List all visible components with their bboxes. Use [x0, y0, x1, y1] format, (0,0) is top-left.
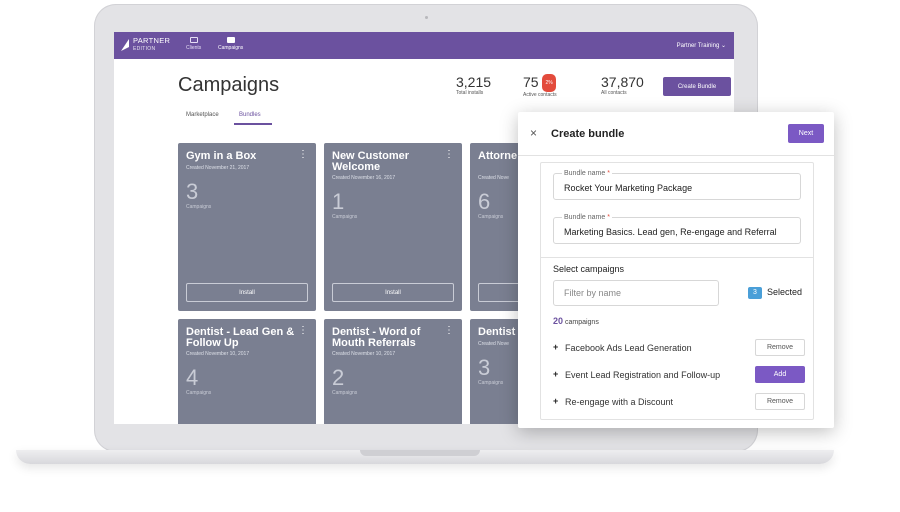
create-bundle-modal: × Create bundle Next Bundle name * Rocke… [518, 112, 834, 428]
laptop-base [16, 450, 834, 464]
campaign-name: Re-engage with a Discount [565, 397, 674, 407]
tab-bundles[interactable]: Bundles [239, 112, 261, 118]
bundle-card[interactable]: New Customer Welcome ⋮ Created November … [324, 143, 462, 311]
expand-plus-icon[interactable]: + [553, 369, 559, 379]
campaign-row[interactable]: + Facebook Ads Lead Generation Remove [553, 339, 805, 357]
bundle-card[interactable]: Dentist - Lead Gen & Follow Up ⋮ Created… [178, 319, 316, 424]
remove-button[interactable]: Remove [755, 393, 805, 410]
nav-item-clients[interactable]: Clients [186, 37, 201, 51]
stat-active-contacts: 75 2% Active contacts [523, 74, 557, 98]
kebab-menu-icon[interactable]: ⋮ [444, 149, 454, 160]
selected-label: Selected [767, 287, 803, 297]
campaign-name: Facebook Ads Lead Generation [565, 343, 692, 353]
active-tab-indicator [234, 123, 272, 125]
next-button[interactable]: Next [788, 124, 824, 143]
install-button[interactable]: Install [186, 283, 308, 302]
remove-button[interactable]: Remove [755, 339, 805, 356]
card-count: 4 [186, 365, 199, 390]
required-mark: * [607, 214, 610, 221]
stat-label: Active contacts [523, 92, 557, 98]
campaign-count-number: 20 [553, 316, 564, 326]
nav-label-clients: Clients [186, 45, 202, 51]
card-count-label: Campaigns [332, 390, 358, 396]
card-title: Dentist - Lead Gen & Follow Up [186, 326, 295, 349]
card-count-label: Campaigns [478, 380, 504, 386]
bundle-card[interactable]: Dentist - Word of Mouth Referrals ⋮ Crea… [324, 319, 462, 424]
nav-item-campaigns[interactable]: Campaigns [218, 37, 243, 51]
card-date: Created November 16, 2017 [332, 175, 396, 181]
card-count-label: Campaigns [332, 214, 358, 220]
stat-value: 3,215 [456, 74, 492, 90]
card-count-label: Campaigns [186, 390, 212, 396]
laptop-notch [360, 450, 480, 456]
field-label: Bundle name * [562, 170, 612, 177]
expand-plus-icon[interactable]: + [553, 396, 559, 406]
card-date: Created November 10, 2017 [332, 351, 396, 357]
card-count: 3 [186, 179, 199, 204]
card-title: New Customer Welcome [332, 150, 410, 173]
expand-plus-icon[interactable]: + [553, 342, 559, 352]
stat-total-installs: 3,215 Total installs [456, 74, 491, 96]
card-date: Created Nove [478, 175, 509, 181]
campaigns-icon [226, 37, 235, 43]
card-date: Created November 21, 2017 [186, 165, 250, 171]
user-menu[interactable]: Partner Training ⌄ [676, 43, 726, 49]
stat-label: All contacts [601, 90, 627, 96]
clients-icon [189, 37, 198, 43]
stat-value: 37,870 [601, 74, 644, 90]
card-date: Created Nove [478, 341, 509, 347]
filter-input[interactable] [553, 280, 719, 306]
section-divider [541, 257, 813, 258]
card-date: Created November 10, 2017 [186, 351, 250, 357]
stat-all-contacts: 37,870 All contacts [601, 74, 644, 96]
card-count: 2 [332, 365, 345, 390]
kebab-menu-icon[interactable]: ⋮ [298, 149, 308, 160]
top-bar: PARTNER EDITION Clients Campaigns Partne… [114, 32, 734, 59]
bundle-card[interactable]: Gym in a Box ⋮ Created November 21, 2017… [178, 143, 316, 311]
field-value: Marketing Basics. Lead gen, Re-engage an… [564, 227, 777, 237]
card-count-label: Campaigns [478, 214, 504, 220]
camera-dot [425, 16, 428, 19]
stat-value: 75 [523, 74, 539, 90]
brand-line1: PARTNER [133, 36, 171, 45]
select-campaigns-label: Select campaigns [553, 264, 625, 274]
card-title: Dentist [478, 326, 516, 338]
campaign-row[interactable]: + Event Lead Registration and Follow-up … [553, 366, 805, 384]
partner-logo-icon [121, 39, 129, 51]
kebab-menu-icon[interactable]: ⋮ [444, 325, 454, 336]
add-button[interactable]: Add [755, 366, 805, 383]
card-count: 6 [478, 189, 491, 214]
kebab-menu-icon[interactable]: ⋮ [298, 325, 308, 336]
field-label: Bundle name * [562, 214, 612, 221]
brand-text: PARTNER EDITION [133, 37, 170, 53]
close-icon[interactable]: × [530, 126, 538, 140]
tab-marketplace[interactable]: Marketplace [186, 112, 219, 118]
bundle-description-field[interactable]: Bundle name * Marketing Basics. Lead gen… [553, 214, 801, 244]
page-title: Campaigns [178, 74, 280, 96]
modal-divider [518, 155, 834, 156]
campaign-name: Event Lead Registration and Follow-up [565, 370, 721, 380]
stat-label: Total installs [456, 90, 484, 96]
card-count: 3 [478, 355, 491, 380]
field-value: Rocket Your Marketing Package [564, 183, 693, 193]
bundle-name-field[interactable]: Bundle name * Rocket Your Marketing Pack… [553, 170, 801, 200]
campaign-count-label: campaigns [564, 319, 599, 326]
card-count-label: Campaigns [186, 204, 212, 210]
card-count: 1 [332, 189, 345, 214]
card-title: Dentist - Word of Mouth Referrals [332, 326, 421, 349]
campaign-row[interactable]: + Re-engage with a Discount Remove [553, 393, 805, 411]
required-mark: * [607, 170, 610, 177]
campaign-count: 20 campaigns [553, 316, 599, 326]
trend-badge: 2% [542, 74, 556, 92]
card-title: Gym in a Box [186, 150, 257, 162]
field-label-text: Bundle name [564, 214, 606, 221]
modal-title: Create bundle [551, 128, 625, 140]
selected-count-badge: 3 [748, 287, 762, 299]
install-button[interactable]: Install [332, 283, 454, 302]
field-label-text: Bundle name [564, 170, 606, 177]
bundle-form: Bundle name * Rocket Your Marketing Pack… [540, 162, 814, 420]
create-bundle-button[interactable]: Create Bundle [663, 77, 731, 96]
brand-line2: EDITION [133, 46, 156, 52]
nav-label-campaigns: Campaigns [218, 45, 244, 51]
